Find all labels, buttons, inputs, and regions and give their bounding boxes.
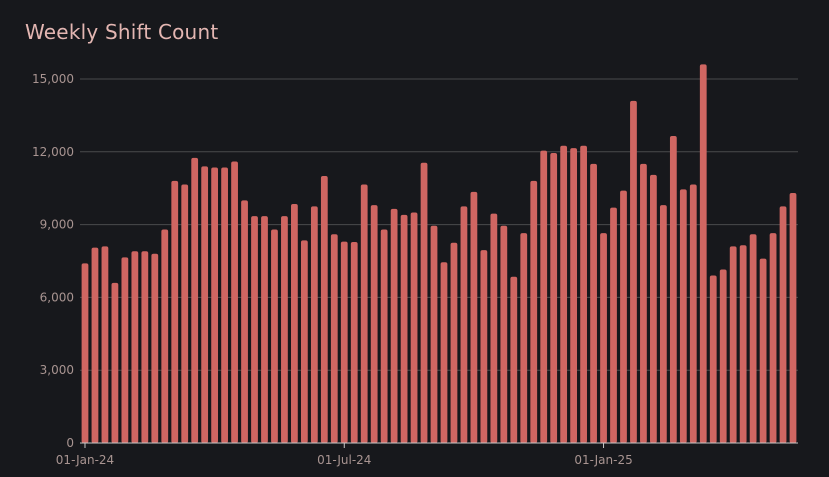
bar xyxy=(261,216,268,443)
bar xyxy=(350,242,358,443)
bar xyxy=(520,233,528,443)
y-tick-label: 3,000 xyxy=(40,363,74,377)
bar xyxy=(450,242,458,443)
bar xyxy=(430,225,438,443)
bar xyxy=(390,208,398,443)
bar xyxy=(759,258,767,443)
bar xyxy=(719,269,727,443)
bar xyxy=(281,216,288,443)
gridlines xyxy=(80,78,798,371)
bar xyxy=(500,225,508,443)
y-tick-label: 15,000 xyxy=(32,72,74,86)
bar xyxy=(769,233,777,443)
bars xyxy=(81,64,797,444)
bar xyxy=(191,157,199,444)
bar xyxy=(161,229,169,443)
bar xyxy=(400,214,408,443)
bar xyxy=(221,167,228,443)
bar xyxy=(610,207,617,443)
bar xyxy=(310,206,318,443)
y-tick-label: 12,000 xyxy=(32,145,74,159)
bar xyxy=(789,193,797,443)
bar xyxy=(101,246,109,443)
bar xyxy=(600,233,607,443)
bar xyxy=(131,251,139,443)
bar xyxy=(171,180,179,443)
bar xyxy=(81,263,89,443)
bar xyxy=(91,247,99,443)
bar xyxy=(241,200,248,443)
bar xyxy=(749,234,757,443)
bar xyxy=(779,206,787,443)
x-tick-label: 01-Jan-24 xyxy=(56,453,114,467)
bar xyxy=(510,276,518,443)
bar xyxy=(550,153,558,443)
bar xyxy=(410,212,418,443)
bar xyxy=(580,145,587,443)
bar xyxy=(291,203,298,443)
bar xyxy=(201,166,209,443)
bar xyxy=(111,282,119,443)
bar xyxy=(141,251,149,443)
bar xyxy=(251,216,258,443)
bar xyxy=(360,184,368,444)
bar xyxy=(370,205,378,443)
bar xyxy=(121,257,129,443)
bar xyxy=(330,234,338,443)
y-tick-label: 9,000 xyxy=(40,218,74,232)
bar xyxy=(470,191,478,443)
tick-labels: 0 3,000 6,000 9,000 12,000 15,000 01-Jan-24 01-… xyxy=(32,72,633,467)
bar xyxy=(440,262,448,443)
bar xyxy=(729,246,737,443)
bar xyxy=(739,245,747,443)
bar xyxy=(530,180,538,443)
x-tick-label: 01-Jan-25 xyxy=(574,453,632,467)
y-tick-label: 6,000 xyxy=(40,290,74,304)
bar xyxy=(669,136,677,443)
bar xyxy=(590,163,597,444)
bar xyxy=(420,162,428,443)
x-tick-label: 01-Jul-24 xyxy=(317,453,371,467)
bar xyxy=(271,229,278,443)
bar xyxy=(181,184,189,444)
bar xyxy=(630,100,637,443)
bar xyxy=(340,241,348,443)
y-tick-label: 0 xyxy=(66,436,74,450)
bar xyxy=(320,176,328,443)
bar xyxy=(151,253,159,443)
bar xyxy=(380,229,388,443)
bar xyxy=(709,275,717,443)
bar xyxy=(231,161,238,443)
bar xyxy=(211,167,219,443)
chart-title: Weekly Shift Count xyxy=(25,20,219,44)
bar xyxy=(300,240,308,443)
bar xyxy=(689,184,697,444)
bar xyxy=(679,189,687,443)
axes xyxy=(80,442,798,448)
bar xyxy=(490,213,498,443)
bar xyxy=(540,150,548,443)
bar xyxy=(460,206,468,443)
bar xyxy=(570,148,578,443)
bar xyxy=(560,145,568,443)
bar xyxy=(620,190,627,443)
bar xyxy=(699,64,707,444)
bar xyxy=(650,174,657,443)
bar xyxy=(659,205,667,443)
bar xyxy=(640,163,647,444)
bar xyxy=(480,250,488,443)
